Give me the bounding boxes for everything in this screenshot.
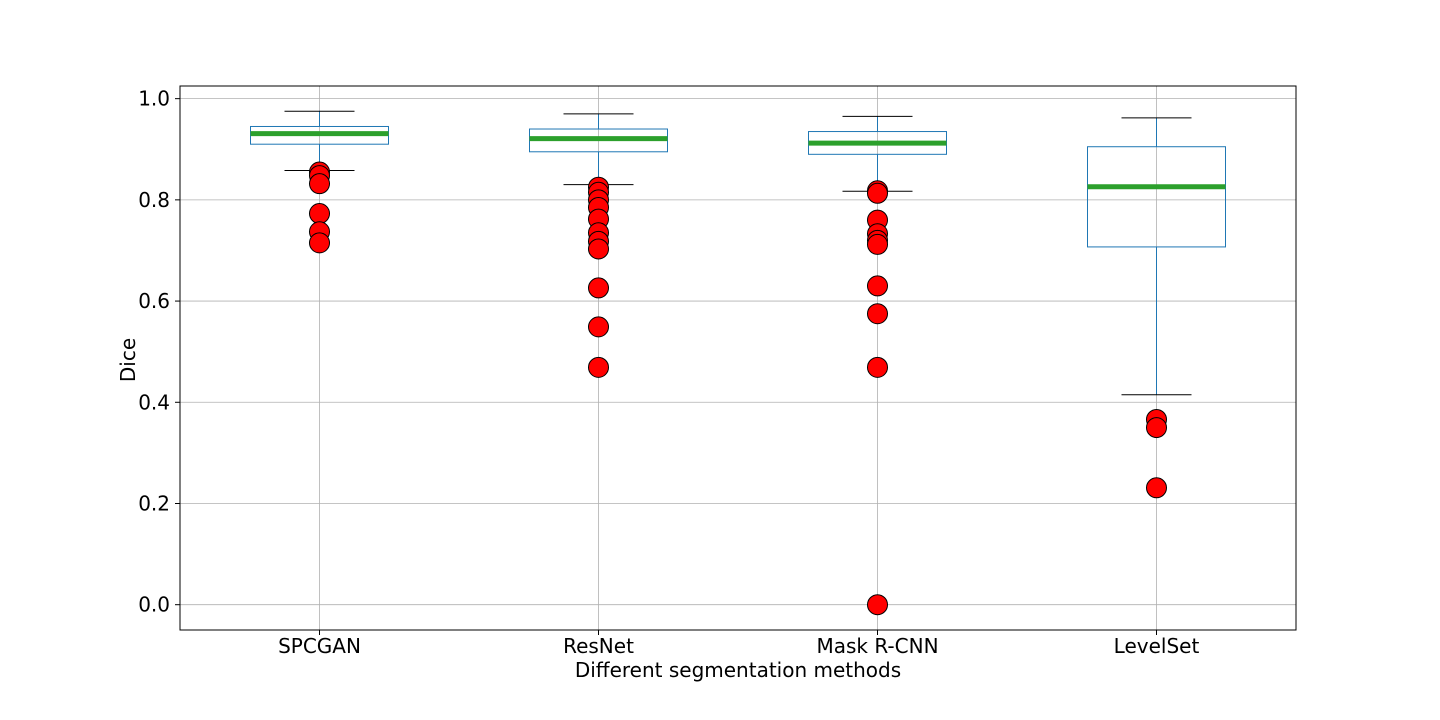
x-tick-label: ResNet (563, 634, 634, 658)
outlier-point (588, 277, 609, 299)
x-tick-label: LevelSet (1114, 634, 1200, 658)
y-tick-label: 1.0 (138, 87, 170, 111)
outlier-point (588, 238, 609, 260)
outlier-point (867, 275, 888, 297)
outlier-point (867, 356, 888, 378)
outlier-point (588, 316, 609, 338)
outliers (309, 161, 1167, 616)
outlier-point (867, 182, 888, 204)
y-axis-ticks: 0.0 0.2 0.4 0.6 0.8 1.0 (138, 87, 180, 617)
outlier-point (1146, 417, 1167, 439)
x-tick-label: SPCGAN (278, 634, 361, 658)
outlier-point (588, 356, 609, 378)
y-tick-label: 0.8 (138, 188, 170, 212)
x-axis-ticks: SPCGAN ResNet Mask R-CNN LevelSet (278, 630, 1199, 658)
x-tick-label: Mask R-CNN (816, 634, 938, 658)
x-axis-label: Different segmentation methods (575, 658, 901, 682)
y-tick-label: 0.6 (138, 289, 170, 313)
plot-frame (179, 85, 1297, 631)
outlier-point (309, 173, 330, 195)
y-tick-label: 0.0 (138, 593, 170, 617)
outlier-point (867, 303, 888, 325)
outlier-point (1146, 477, 1167, 499)
outlier-point (309, 232, 330, 254)
y-tick-label: 0.2 (138, 491, 170, 515)
outlier-point (867, 233, 888, 255)
grid-lines (180, 86, 1296, 630)
y-tick-label: 0.4 (138, 390, 170, 414)
outlier-point (309, 203, 330, 225)
y-axis-label: Dice (116, 338, 140, 382)
outlier-point (867, 594, 888, 616)
box-iqr (1087, 146, 1226, 248)
